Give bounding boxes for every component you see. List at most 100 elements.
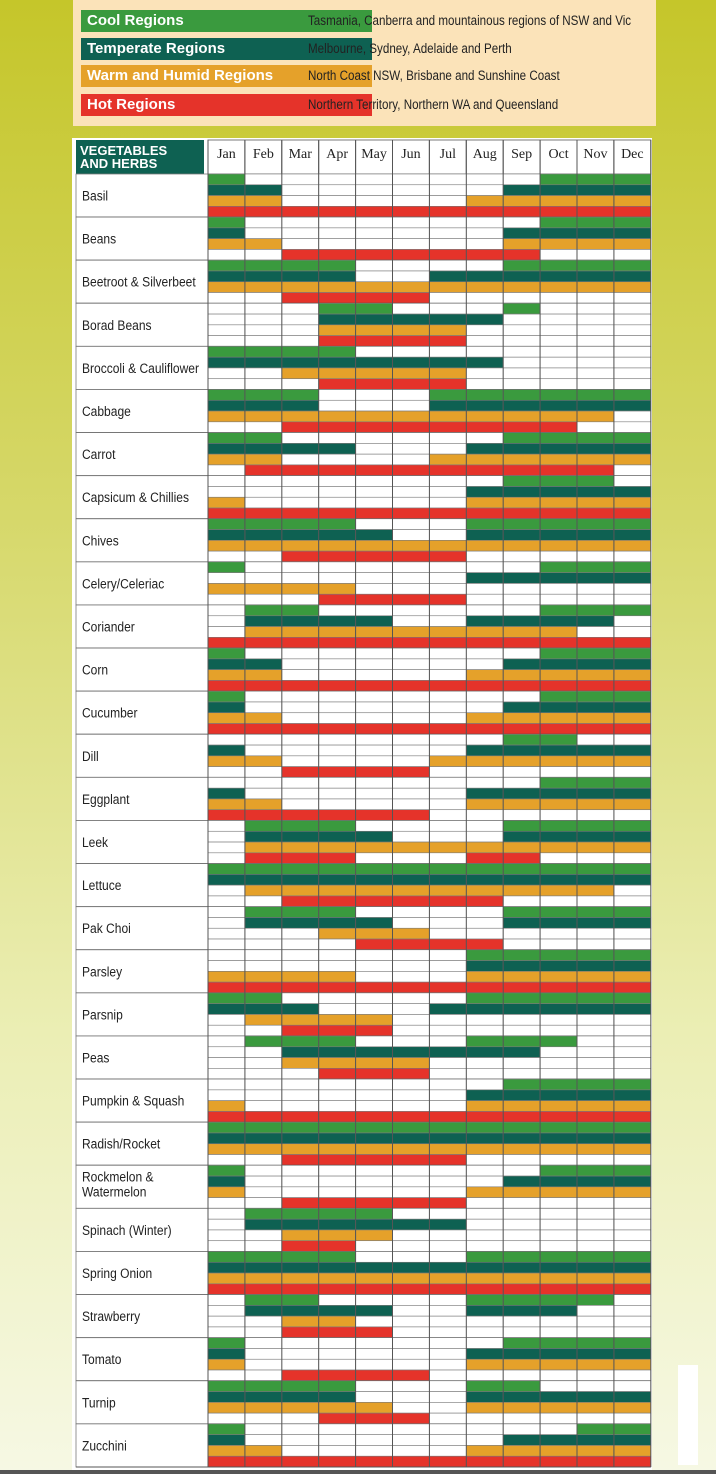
planting-cell-cool <box>539 1251 578 1263</box>
legend-chip-hot: Hot Regions <box>81 94 372 116</box>
empty-cell <box>281 572 320 584</box>
empty-cell <box>576 895 615 907</box>
empty-cell <box>355 496 393 509</box>
planting-cell-temperate <box>539 1261 578 1274</box>
empty-cell <box>502 378 541 390</box>
planting-cell-warm <box>539 1272 578 1285</box>
planting-cell-temperate <box>355 1261 393 1274</box>
planting-cell-temperate <box>429 356 467 369</box>
planting-cell-temperate <box>465 1089 504 1101</box>
empty-cell <box>576 1154 615 1166</box>
planting-cell-temperate <box>355 1132 393 1145</box>
empty-cell <box>244 475 283 487</box>
empty-cell <box>465 1423 504 1435</box>
empty-cell <box>281 303 320 315</box>
planting-cell-cool <box>613 992 652 1004</box>
planting-cell-temperate <box>244 1218 283 1231</box>
planting-cell-hot <box>244 637 283 649</box>
empty-cell <box>392 712 430 724</box>
empty-cell <box>281 927 320 940</box>
planting-cell-cool <box>281 259 320 272</box>
planting-cell-hot <box>281 1111 320 1123</box>
empty-cell <box>539 1229 578 1242</box>
planting-cell-hot <box>281 766 320 778</box>
planting-cell-hot <box>355 1024 393 1037</box>
vegetable-name: Corn <box>82 662 108 678</box>
empty-cell <box>355 561 393 573</box>
planting-cell-temperate <box>465 874 504 886</box>
empty-cell <box>429 475 467 487</box>
empty-cell <box>392 572 430 584</box>
planting-cell-cool <box>502 733 541 746</box>
planting-cell-temperate <box>281 1305 320 1317</box>
empty-cell <box>502 1197 541 1209</box>
empty-cell <box>429 259 467 272</box>
vegetable-name: Pumpkin & Squash <box>82 1093 184 1109</box>
empty-cell <box>281 777 320 789</box>
empty-cell <box>355 852 393 864</box>
empty-cell <box>281 992 320 1004</box>
empty-cell <box>429 809 467 821</box>
empty-cell <box>392 960 430 972</box>
planting-cell-warm <box>281 1014 320 1026</box>
planting-cell-warm <box>539 496 578 509</box>
planting-cell-temperate <box>318 1261 356 1274</box>
planting-cell-warm <box>281 410 320 423</box>
empty-cell <box>429 906 467 918</box>
planting-cell-hot <box>392 895 430 907</box>
row-header-box <box>76 140 204 174</box>
planting-cell-temperate <box>539 658 578 670</box>
planting-cell-cool <box>281 820 320 832</box>
empty-cell <box>613 593 652 606</box>
planting-cell-hot <box>318 637 356 649</box>
empty-cell <box>318 227 356 239</box>
planting-cell-warm <box>502 1272 541 1285</box>
planting-cell-hot <box>429 593 467 606</box>
planting-cell-warm <box>502 496 541 509</box>
empty-cell <box>355 1445 393 1457</box>
empty-cell <box>355 820 393 832</box>
planting-cell-cool <box>281 1251 320 1263</box>
empty-cell <box>502 216 541 229</box>
planting-cell-hot <box>576 507 615 520</box>
planting-cell-hot <box>355 507 393 520</box>
empty-cell <box>613 1240 652 1252</box>
planting-cell-cool <box>244 518 283 530</box>
empty-cell <box>429 766 467 778</box>
planting-cell-temperate <box>392 1132 430 1145</box>
planting-cell-cool <box>613 432 652 444</box>
empty-cell <box>355 195 393 207</box>
planting-cell-cool <box>318 1380 356 1392</box>
empty-cell <box>502 346 541 358</box>
planting-cell-temperate <box>576 874 615 886</box>
empty-cell <box>244 1369 283 1382</box>
empty-cell <box>281 658 320 670</box>
planting-cell-cool <box>576 1337 615 1349</box>
planting-cell-cool <box>355 303 393 315</box>
empty-cell <box>355 1358 393 1371</box>
empty-cell <box>576 1326 615 1339</box>
empty-cell <box>576 583 615 595</box>
planting-cell-cool <box>244 992 283 1004</box>
planting-cell-warm <box>318 626 356 638</box>
empty-cell <box>207 884 246 897</box>
empty-cell <box>502 1229 541 1242</box>
empty-cell <box>429 949 467 961</box>
planting-cell-warm <box>465 496 504 509</box>
planting-cell-temperate <box>318 356 356 369</box>
empty-cell <box>465 1315 504 1328</box>
planting-cell-cool <box>539 173 578 186</box>
planting-cell-warm <box>539 1186 578 1198</box>
planting-cell-temperate <box>613 917 652 929</box>
planting-cell-warm <box>465 1272 504 1285</box>
empty-cell <box>465 292 504 304</box>
empty-cell <box>355 184 393 196</box>
planting-cell-temperate <box>502 399 541 412</box>
empty-cell <box>244 324 283 336</box>
empty-cell <box>429 1089 467 1101</box>
planting-cell-cool <box>502 863 541 875</box>
empty-cell <box>355 1348 393 1360</box>
planting-cell-temperate <box>244 1391 283 1403</box>
planting-cell-cool <box>539 475 578 487</box>
planting-cell-warm <box>207 669 246 681</box>
